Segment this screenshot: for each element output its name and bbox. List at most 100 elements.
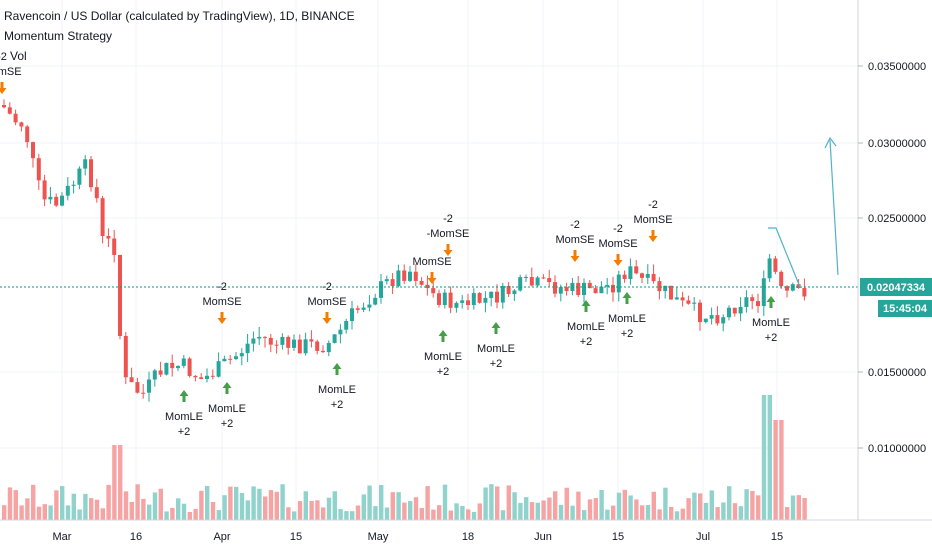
candle[interactable]: [431, 279, 436, 298]
candle[interactable]: [703, 318, 708, 324]
candle[interactable]: [495, 284, 499, 309]
candle[interactable]: [158, 361, 163, 377]
candle[interactable]: [2, 99, 6, 109]
candle[interactable]: [31, 141, 35, 168]
candle[interactable]: [553, 275, 557, 298]
candle[interactable]: [60, 192, 64, 207]
candle[interactable]: [89, 156, 93, 192]
candle[interactable]: [669, 285, 673, 300]
candle[interactable]: [692, 296, 697, 311]
candle[interactable]: [402, 264, 407, 285]
candle[interactable]: [506, 282, 511, 298]
time-axis[interactable]: Mar 16 Apr 15 May 18 Jun 15 Jul 15: [0, 519, 932, 543]
candle[interactable]: [471, 288, 476, 310]
candle[interactable]: [129, 367, 134, 383]
candle[interactable]: [210, 369, 215, 380]
candle[interactable]: [564, 282, 569, 296]
candle[interactable]: [628, 258, 633, 285]
candle[interactable]: [477, 292, 482, 304]
candle[interactable]: [547, 269, 552, 287]
candle[interactable]: [442, 289, 447, 309]
candle[interactable]: [518, 274, 523, 292]
candle[interactable]: [384, 275, 389, 285]
candle[interactable]: [239, 348, 244, 366]
candle[interactable]: [373, 293, 378, 306]
candle[interactable]: [413, 264, 418, 287]
candle[interactable]: [338, 324, 343, 344]
candle[interactable]: [535, 276, 540, 287]
candle[interactable]: [419, 277, 424, 286]
candle[interactable]: [332, 334, 337, 344]
candle[interactable]: [205, 368, 209, 383]
candle[interactable]: [680, 291, 685, 307]
candle[interactable]: [222, 355, 227, 362]
candlesticks[interactable]: [2, 99, 807, 402]
candle[interactable]: [13, 109, 18, 126]
candle[interactable]: [425, 275, 430, 296]
candle[interactable]: [761, 270, 766, 316]
candle[interactable]: [176, 365, 180, 371]
candle[interactable]: [512, 289, 517, 301]
candle[interactable]: [54, 193, 59, 208]
candle[interactable]: [234, 352, 238, 361]
candle[interactable]: [785, 285, 789, 298]
candle[interactable]: [605, 277, 610, 295]
candle[interactable]: [663, 285, 668, 299]
candle[interactable]: [321, 345, 325, 353]
candle[interactable]: [263, 336, 267, 348]
candle[interactable]: [100, 195, 105, 244]
candle[interactable]: [738, 297, 743, 322]
candle[interactable]: [303, 332, 308, 356]
candle[interactable]: [727, 305, 731, 321]
candle[interactable]: [292, 334, 296, 352]
candle[interactable]: [344, 318, 349, 334]
candle[interactable]: [193, 375, 198, 382]
candle[interactable]: [408, 266, 412, 283]
candle[interactable]: [611, 276, 615, 302]
candle[interactable]: [7, 102, 12, 115]
candle[interactable]: [396, 264, 401, 288]
candle[interactable]: [448, 286, 453, 314]
candle[interactable]: [773, 255, 778, 275]
candle[interactable]: [280, 333, 285, 350]
candle[interactable]: [709, 307, 714, 325]
candle[interactable]: [576, 275, 581, 298]
candle[interactable]: [315, 339, 320, 355]
candle[interactable]: [286, 335, 291, 355]
candle[interactable]: [390, 272, 395, 294]
candle[interactable]: [651, 264, 656, 284]
candle[interactable]: [135, 377, 140, 394]
candle[interactable]: [65, 177, 70, 201]
candle[interactable]: [118, 254, 122, 340]
candle[interactable]: [715, 306, 720, 326]
candle[interactable]: [437, 289, 441, 308]
candle[interactable]: [379, 273, 383, 304]
candle[interactable]: [326, 340, 331, 357]
candle[interactable]: [732, 307, 737, 317]
candle[interactable]: [106, 228, 111, 248]
candle[interactable]: [767, 254, 772, 283]
candle[interactable]: [529, 267, 534, 287]
candle[interactable]: [355, 305, 360, 314]
candle[interactable]: [199, 373, 204, 380]
candle[interactable]: [657, 277, 662, 300]
candle[interactable]: [181, 354, 186, 369]
candle[interactable]: [489, 291, 494, 307]
candle[interactable]: [25, 124, 30, 148]
candle[interactable]: [721, 314, 726, 332]
candle[interactable]: [622, 270, 627, 283]
candle[interactable]: [750, 294, 755, 310]
projection-drawing[interactable]: [768, 136, 839, 288]
candle[interactable]: [616, 270, 621, 302]
projection-arrow-line[interactable]: [829, 139, 839, 276]
candle[interactable]: [645, 264, 650, 285]
candle[interactable]: [756, 293, 760, 313]
candle[interactable]: [454, 301, 459, 313]
candle[interactable]: [152, 368, 157, 387]
candle[interactable]: [77, 166, 82, 190]
candle[interactable]: [698, 299, 702, 331]
candle[interactable]: [268, 334, 273, 353]
candle[interactable]: [245, 333, 250, 362]
candle[interactable]: [274, 340, 279, 354]
candle[interactable]: [19, 121, 24, 132]
